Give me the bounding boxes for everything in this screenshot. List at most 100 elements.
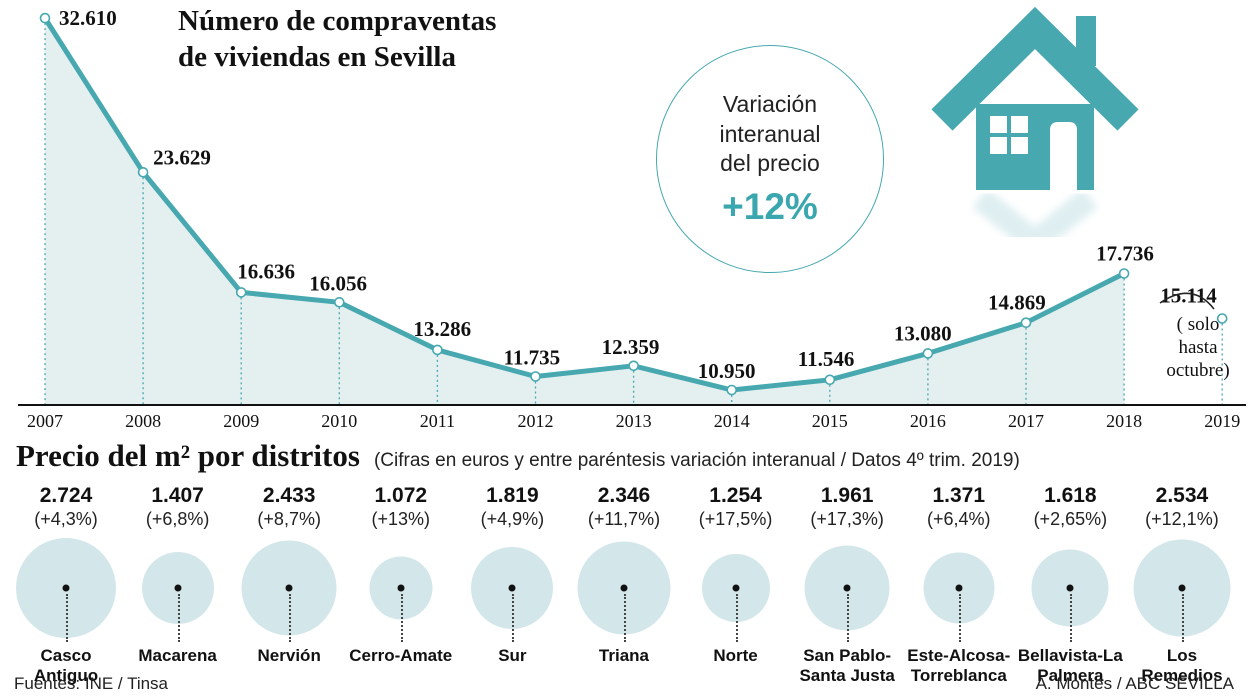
district-name: Los Remedios xyxy=(1141,646,1223,685)
point-value-label: 10.950 xyxy=(698,359,756,383)
districts-subtitle: (Cifras en euros y entre paréntesis vari… xyxy=(373,450,1020,471)
district-leader-line xyxy=(623,594,626,642)
district-bubble-wrap xyxy=(793,532,901,644)
district-variation: (+11,7%) xyxy=(587,509,661,529)
district-name: Norte xyxy=(713,646,758,665)
district-bubble-wrap xyxy=(905,532,1013,644)
district-bubble-wrap xyxy=(12,532,120,644)
district-leader-line xyxy=(1070,594,1073,642)
data-point-marker xyxy=(432,344,443,356)
year-tick-label: 2011 xyxy=(420,411,455,431)
point-value-label: 11.735 xyxy=(504,346,561,370)
variation-circle-badge: Variación interanual del precio +12% xyxy=(656,45,884,273)
point-value-label: 16.636 xyxy=(237,259,295,283)
note-2019: ( solo hasta octubre) xyxy=(1166,314,1230,381)
district-dot xyxy=(397,584,405,592)
data-point-marker xyxy=(1118,268,1130,279)
district-name: Bellavista-La Palmera xyxy=(1017,646,1123,685)
year-tick-label: 2018 xyxy=(1106,411,1142,431)
district-price: 1.819 xyxy=(486,484,539,507)
district-bubble-wrap xyxy=(1128,532,1236,644)
footer: Fuentes: INE / Tinsa A. Montes / ABC SEV… xyxy=(14,674,1234,694)
district-bubble-wrap xyxy=(347,532,455,644)
district-dot xyxy=(620,584,628,592)
district-price: 2.346 xyxy=(597,484,651,507)
district-item: 2.346 (+11,7%) Triana xyxy=(570,484,678,685)
district-leader-line xyxy=(400,594,403,642)
district-price: 2.433 xyxy=(262,484,316,507)
district-leader-line xyxy=(735,594,738,642)
district-item: 1.072 (+13%) Cerro-Amate xyxy=(347,484,455,685)
district-variation: (+6,4%) xyxy=(926,509,991,529)
district-bubble-wrap xyxy=(124,532,232,644)
district-bubble-wrap xyxy=(235,532,343,644)
district-dot xyxy=(62,584,70,592)
district-variation: (+13%) xyxy=(371,509,431,529)
district-dot xyxy=(1066,584,1074,592)
area-fill xyxy=(45,18,1125,405)
district-dot xyxy=(1178,584,1186,592)
point-value-label: 14.869 xyxy=(988,291,1046,315)
district-name: Cerro-Amate xyxy=(349,646,453,665)
district-item: 1.819 (+4,9%) Sur xyxy=(458,484,566,685)
district-variation: (+17,5%) xyxy=(698,509,773,529)
district-item: 1.371 (+6,4%) Este-Alcosa-Torreblanca xyxy=(905,484,1013,685)
district-dot xyxy=(174,584,182,592)
districts-row: 2.724 (+4,3%) Casco Antiguo 1.407 (+6,8%) Mac… xyxy=(0,474,1248,685)
year-tick-label: 2017 xyxy=(1008,411,1044,431)
district-price: 1.371 xyxy=(932,484,986,507)
year-tick-label: 2012 xyxy=(518,411,554,431)
year-tick-label: 2016 xyxy=(910,411,946,431)
data-point-marker xyxy=(235,287,247,298)
district-item: 1.961 (+17,3%) San Pablo-Santa Justa xyxy=(793,484,901,685)
point-value-label: 16.056 xyxy=(309,271,367,295)
district-variation: (+17,3%) xyxy=(810,509,884,529)
source-credit: Fuentes: INE / Tinsa xyxy=(14,674,169,693)
district-name: Este-Alcosa-Torreblanca xyxy=(907,646,1011,685)
district-dot xyxy=(955,584,963,592)
window-icon xyxy=(990,116,1028,154)
data-point-marker xyxy=(824,374,836,386)
reflection-chevron-icon xyxy=(972,188,1098,237)
data-point-marker xyxy=(333,296,345,308)
district-leader-line xyxy=(66,594,68,642)
point-value-label: 17.736 xyxy=(1096,242,1154,266)
district-leader-line xyxy=(1181,594,1184,642)
district-leader-line xyxy=(177,594,180,642)
district-price: 2.724 xyxy=(39,484,93,507)
year-tick-label: 2014 xyxy=(714,411,750,431)
district-dot xyxy=(732,584,740,592)
point-value-label: 13.286 xyxy=(413,317,471,341)
district-price: 1.072 xyxy=(374,484,428,507)
chart-title: Número de compraventas de viviendas en S… xyxy=(178,5,497,73)
district-name: Triana xyxy=(598,646,650,665)
district-bubble-wrap xyxy=(1016,532,1124,644)
note-arrow-icon xyxy=(1159,292,1215,310)
district-price: 2.534 xyxy=(1155,484,1209,507)
data-point-marker xyxy=(922,348,934,359)
variation-label: Variación interanual del precio xyxy=(719,90,821,177)
district-dot xyxy=(285,584,293,592)
data-point-marker xyxy=(1020,317,1032,329)
district-variation: (+4,3%) xyxy=(34,509,98,529)
district-leader-line xyxy=(958,594,961,642)
district-variation: (+8,7%) xyxy=(257,509,321,529)
district-bubble-wrap xyxy=(682,532,790,644)
district-price: 1.407 xyxy=(151,484,204,507)
districts-title: Precio del m² por distritos xyxy=(16,438,360,473)
door-icon xyxy=(1050,122,1077,190)
sales-line xyxy=(42,16,1126,393)
district-item: 1.254 (+17,5%) Norte xyxy=(682,484,790,685)
district-bubble-wrap xyxy=(570,532,678,644)
sales-line-chart: 32.610 23.629 16.636 16.056 13.286 11.735 12.3… xyxy=(18,6,1246,431)
district-dot xyxy=(843,584,851,592)
point-value-label: 32.610 xyxy=(59,6,117,30)
point-value-label: 15.114 xyxy=(1160,284,1217,308)
year-tick-label: 2019 xyxy=(1204,411,1240,431)
district-price: 1.618 xyxy=(1044,484,1097,507)
year-tick-label: 2007 xyxy=(27,411,63,431)
district-price: 1.961 xyxy=(820,484,874,507)
data-point-marker xyxy=(628,360,639,372)
data-point-marker xyxy=(726,384,738,396)
year-tick-label: 2009 xyxy=(223,411,259,431)
